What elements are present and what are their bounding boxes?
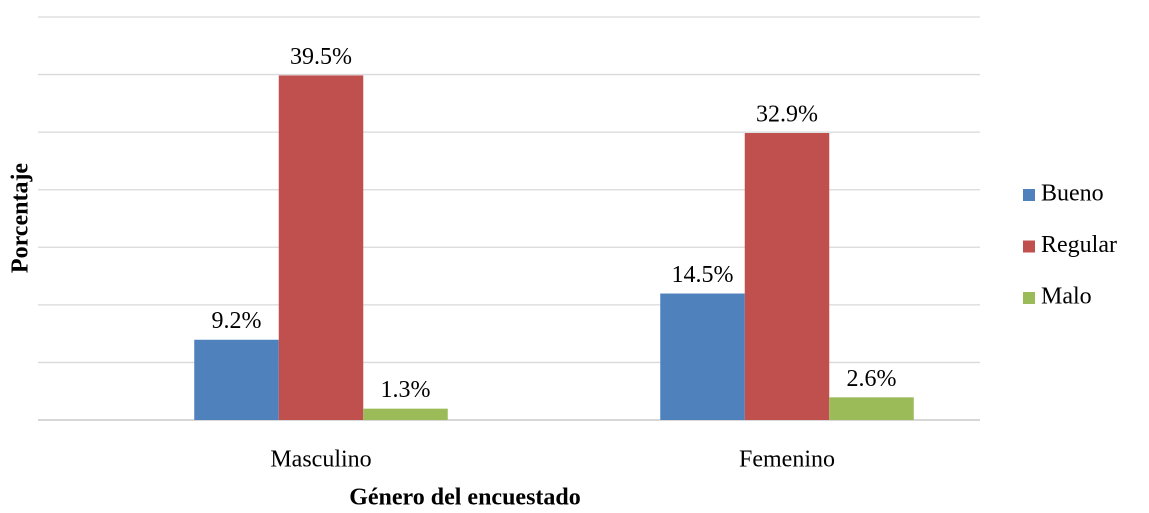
bar bbox=[363, 408, 448, 420]
legend-label: Malo bbox=[1041, 284, 1092, 310]
y-axis-title: Porcentaje bbox=[8, 163, 34, 274]
x-tick-label: Femenino bbox=[739, 447, 835, 473]
legend-swatch bbox=[1023, 240, 1035, 253]
data-label: 9.2% bbox=[212, 308, 262, 334]
data-label: 2.6% bbox=[847, 366, 897, 392]
x-tick-label: Masculino bbox=[270, 447, 371, 473]
bar bbox=[278, 75, 364, 420]
data-label: 1.3% bbox=[381, 377, 431, 403]
legend-swatch bbox=[1023, 292, 1035, 304]
x-axis-title: Género del encuestado bbox=[349, 485, 581, 511]
data-label: 32.9% bbox=[756, 102, 818, 128]
legend-label: Regular bbox=[1041, 232, 1117, 258]
bar bbox=[660, 293, 745, 420]
data-label: 39.5% bbox=[290, 44, 352, 70]
bar bbox=[744, 133, 830, 421]
bar bbox=[829, 397, 914, 420]
data-label: 14.5% bbox=[672, 262, 734, 288]
legend-swatch bbox=[1023, 189, 1035, 201]
legend-label: Bueno bbox=[1041, 181, 1104, 207]
bar bbox=[194, 339, 279, 420]
